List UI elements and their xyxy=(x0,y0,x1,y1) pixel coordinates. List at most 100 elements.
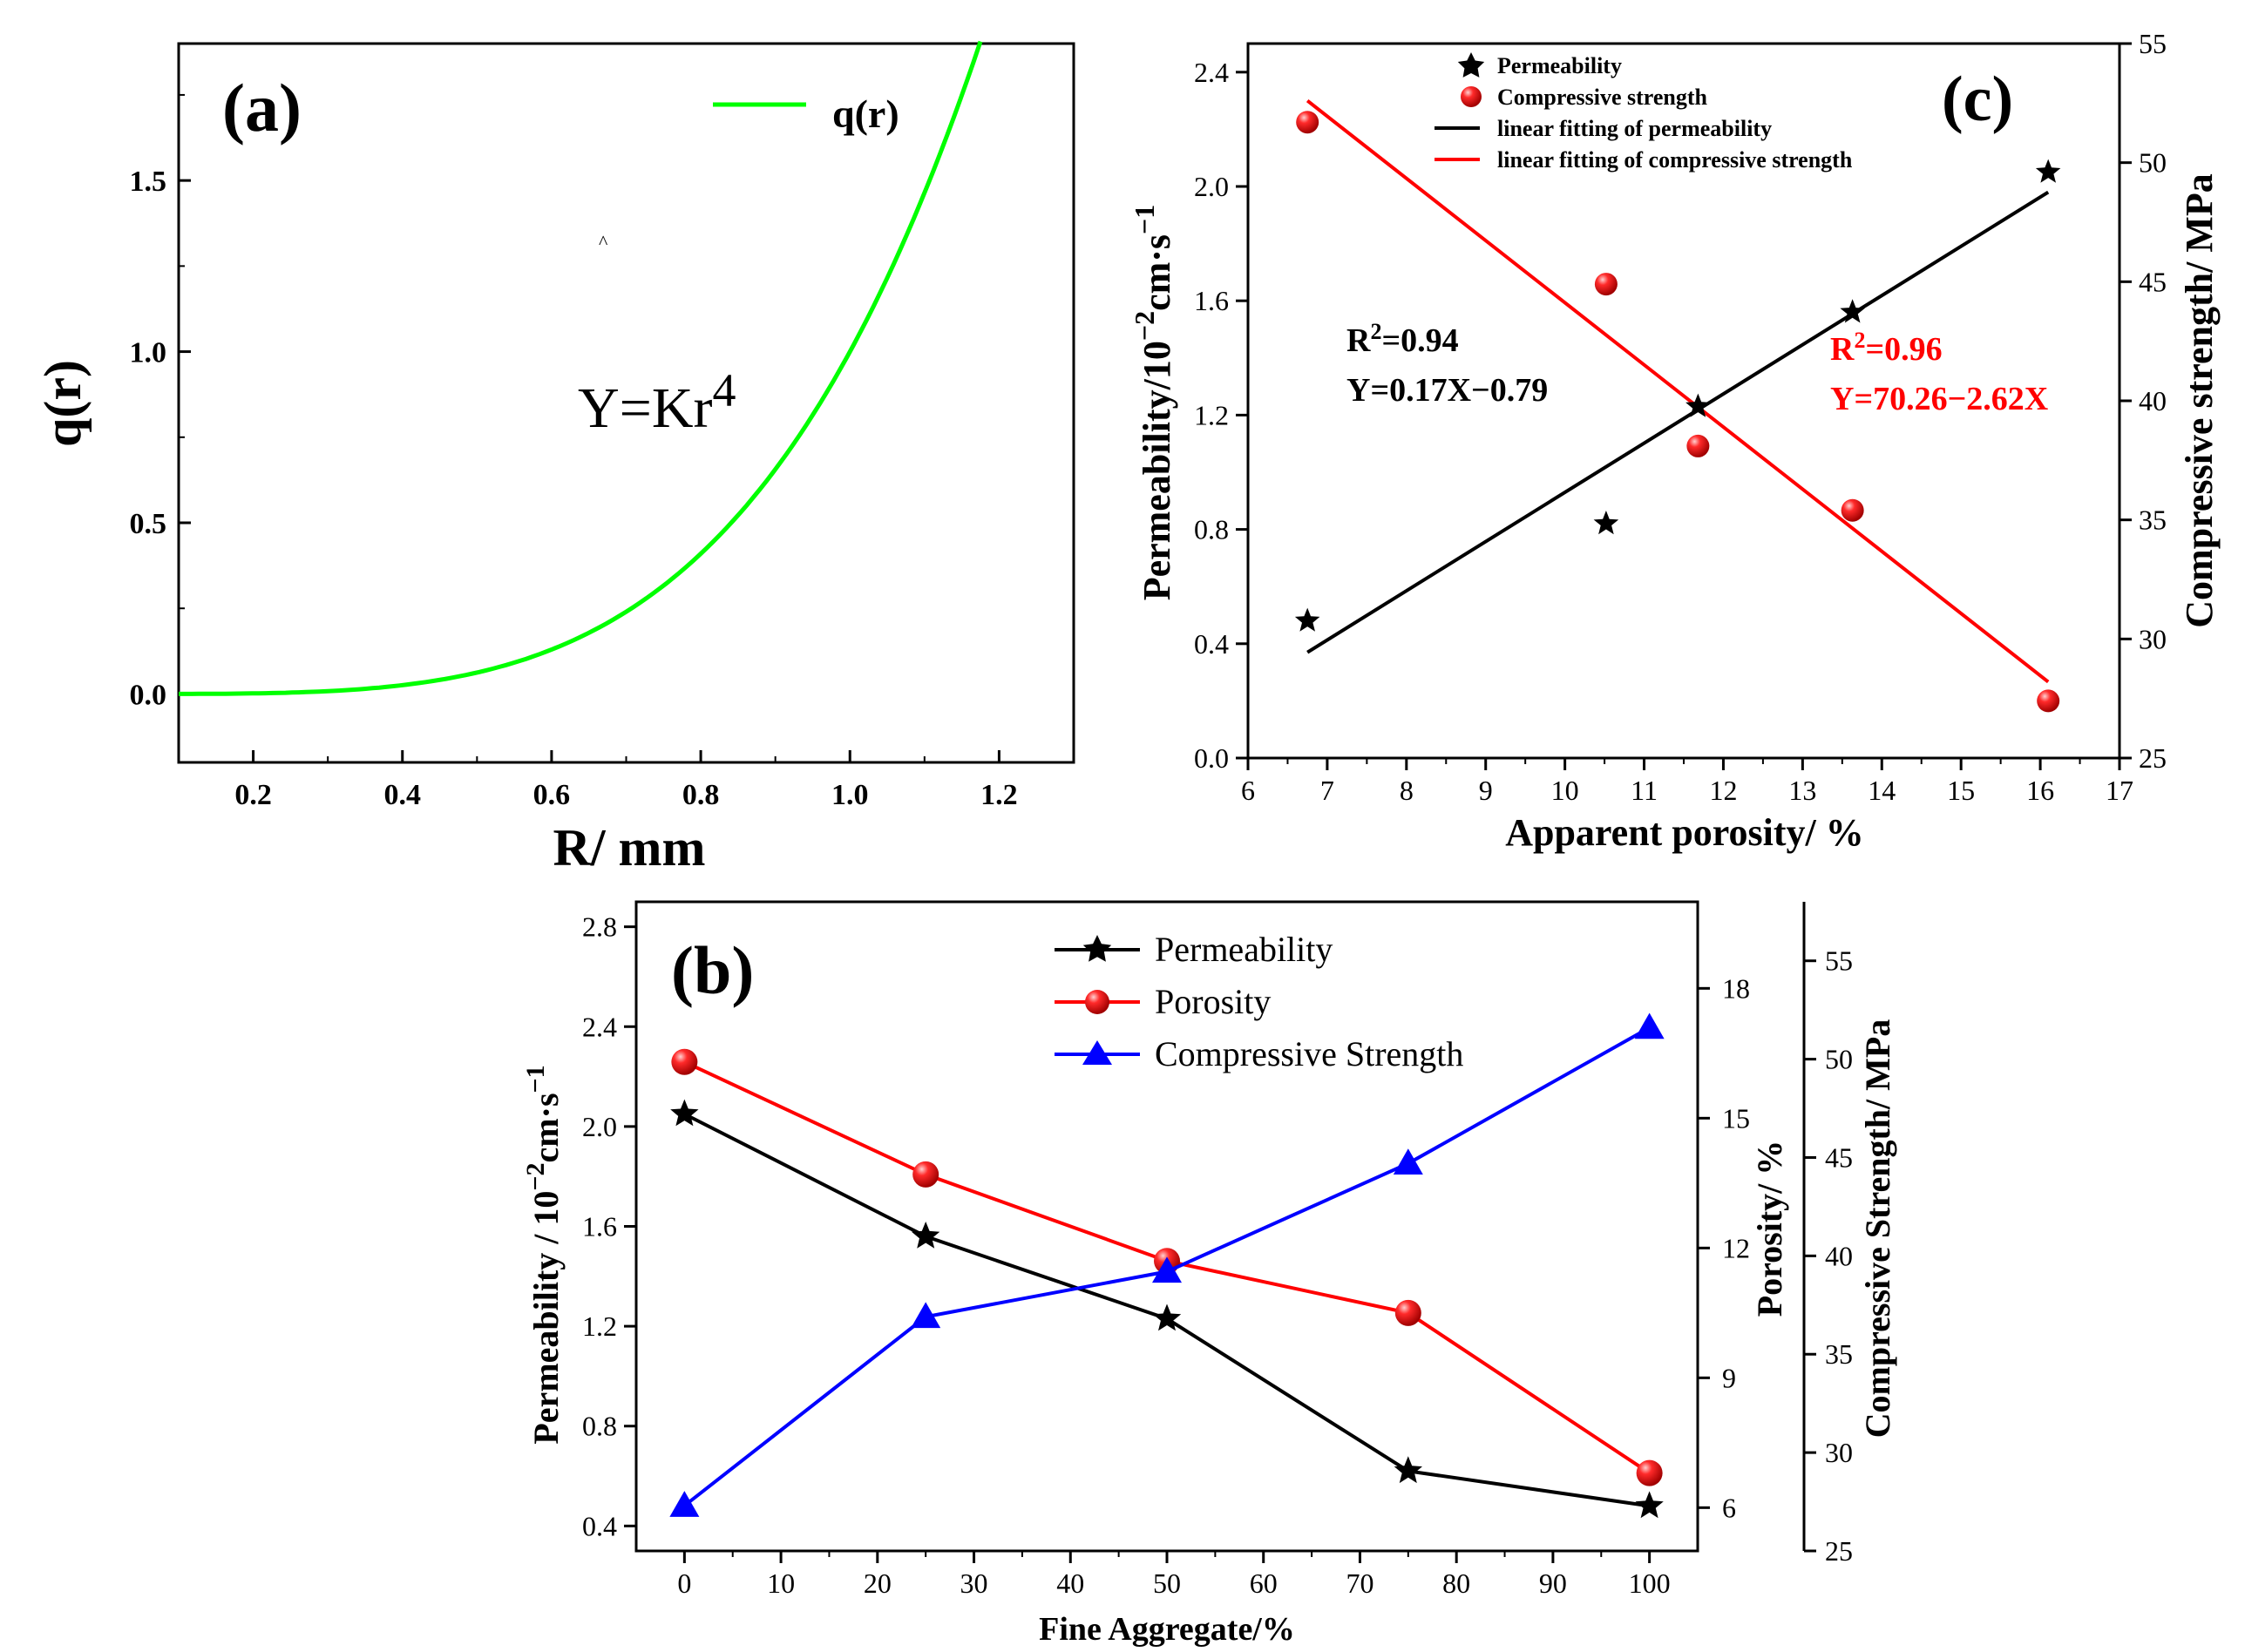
panel-a: 0.2 0.4 0.6 0.8 1.0 1.20.00.51.01.5 (a) q(r) … xyxy=(34,40,1075,877)
x-tick-label-b: 80 xyxy=(1442,1567,1470,1599)
y-left-tick-label-c: 0.8 xyxy=(1194,514,1229,545)
point-compressive-strength-c xyxy=(1841,498,1864,522)
point-permeability-c xyxy=(2035,159,2061,183)
annotation-a-sup: 4 xyxy=(713,364,736,416)
y-left-tick-label-c: 1.6 xyxy=(1194,285,1229,316)
x-tick-label-b: 60 xyxy=(1250,1567,1278,1599)
point-compressive-strength xyxy=(1152,1256,1182,1283)
x-tick-label-c: 12 xyxy=(1709,775,1737,806)
point-compressive-strength xyxy=(911,1302,941,1329)
axis-title-c-y-left-mid: cm·s xyxy=(1136,234,1178,311)
q-r-curve xyxy=(179,40,983,696)
r2-annotation-c-strength: R2=0.96 xyxy=(1830,328,1943,368)
x-tick-label-b: 90 xyxy=(1539,1567,1567,1599)
fit-line-permeability xyxy=(1306,190,2050,654)
y-right2-tick-label-b: 30 xyxy=(1825,1437,1853,1468)
point-porosity xyxy=(912,1161,939,1188)
axis-title-c-y-left: Permeability/10−2cm·s−1 xyxy=(1129,205,1178,601)
point-compressive-strength-c xyxy=(2037,689,2060,713)
y-left-tick-label-c: 0.4 xyxy=(1194,628,1229,660)
axis-title-b-y-right2: Compressive Strength/ MPa xyxy=(1858,1019,1897,1439)
legend-label-c-strength: Compressive strength xyxy=(1497,85,1708,110)
x-tick-label-c: 6 xyxy=(1241,775,1255,806)
y-tick-label-a: 0.0 xyxy=(130,679,167,711)
axis-title-a-y: q(r) xyxy=(34,360,92,447)
axis-title-c-y-left-main: Permeability/10 xyxy=(1136,341,1178,600)
y-right-tick-label-c: 45 xyxy=(2139,266,2167,297)
legend-marker-b-permeability xyxy=(1082,935,1112,962)
y-right2-tick-label-b: 45 xyxy=(1825,1141,1853,1173)
x-tick-label-c: 14 xyxy=(1868,775,1896,806)
y-left-tick-label-b: 2.8 xyxy=(582,911,617,943)
r2-annotation-c-permeability: R2=0.94 xyxy=(1346,319,1459,359)
x-tick-label-a: 1.2 xyxy=(980,779,1018,811)
caret-mark-a: ^ xyxy=(599,231,608,253)
legend-marker-b-porosity xyxy=(1085,990,1109,1014)
y-right1-tick-label-b: 9 xyxy=(1722,1362,1736,1393)
y-tick-label-a: 0.5 xyxy=(130,508,167,540)
x-tick-label-b: 20 xyxy=(864,1567,892,1599)
r2-c-perm-sup: 2 xyxy=(1370,319,1381,344)
axis-title-c-y-left-sup: −2 xyxy=(1129,311,1160,341)
y-tick-label-a: 1.5 xyxy=(130,166,167,198)
panel-b: 0 10 20 30 40 50 60 70 80 90 100 0.4 0.8 1.2 1.6 2.0 2.4… xyxy=(521,900,1897,1648)
x-tick-label-c: 10 xyxy=(1551,775,1579,806)
y-right2-tick-label-b: 40 xyxy=(1825,1240,1853,1271)
y-right2-tick-label-b: 25 xyxy=(1825,1535,1853,1567)
x-tick-label-c: 13 xyxy=(1788,775,1816,806)
y-left-tick-label-b: 1.6 xyxy=(582,1211,617,1242)
y-right1-tick-label-b: 6 xyxy=(1722,1492,1736,1523)
x-tick-label-b: 50 xyxy=(1153,1567,1181,1599)
legend-label-a-qr: q(r) xyxy=(832,91,899,136)
y-left-tick-label-c: 2.0 xyxy=(1194,171,1229,202)
point-permeability-c xyxy=(1685,393,1711,417)
y-right-tick-label-c: 35 xyxy=(2139,504,2167,536)
x-tick-label-a: 1.0 xyxy=(831,779,869,811)
x-tick-label-c: 16 xyxy=(2026,775,2054,806)
y-right1-tick-label-b: 15 xyxy=(1722,1102,1750,1134)
fit-line-compressive-strength xyxy=(1306,99,2050,684)
y-right1-tick-label-b: 12 xyxy=(1722,1232,1750,1263)
point-permeability xyxy=(1394,1456,1422,1484)
legend-b: Permeability Porosity Compressive Streng… xyxy=(1055,930,1463,1073)
x-tick-label-c: 15 xyxy=(1947,775,1975,806)
legend-marker-c-strength xyxy=(1461,86,1482,107)
axis-title-c-x: Apparent porosity/ % xyxy=(1505,811,1864,854)
axis-title-c-y-right: Compressive strength/ MPa xyxy=(2178,173,2221,627)
x-tick-label-c: 17 xyxy=(2106,775,2133,806)
point-porosity xyxy=(1636,1459,1663,1486)
x-tick-label-b: 40 xyxy=(1056,1567,1084,1599)
legend-label-b-permeability: Permeability xyxy=(1155,930,1333,969)
y-left-tick-label-c: 1.2 xyxy=(1194,399,1229,430)
legend-label-c-perm-fit: linear fitting of permeability xyxy=(1497,116,1772,141)
legend-marker-c-permeability xyxy=(1457,52,1485,78)
point-permeability xyxy=(912,1222,940,1249)
y-left-tick-label-c: 2.4 xyxy=(1194,57,1229,88)
annotation-a: Y=Kr4 xyxy=(578,364,736,440)
equation-c-permeability: Y=0.17X−0.79 xyxy=(1346,372,1548,409)
panel-a-marks: 0.2 0.4 0.6 0.8 1.0 1.2 0.0 0.5 1.0 1.5 xyxy=(130,40,1018,811)
point-compressive-strength-c xyxy=(1686,434,1710,457)
axis-title-c-y-left-sup2: −1 xyxy=(1129,205,1160,234)
x-tick-label-a: 0.2 xyxy=(234,779,272,811)
y-right-tick-label-c: 30 xyxy=(2139,623,2167,654)
legend-label-c-permeability: Permeability xyxy=(1497,53,1622,78)
x-tick-label-b: 70 xyxy=(1346,1567,1373,1599)
axis-title-b-y-left-sup: −2 xyxy=(521,1162,550,1190)
y-left-tick-label-b: 2.0 xyxy=(582,1111,617,1142)
point-permeability-c xyxy=(1294,607,1320,632)
axis-title-b-y-left-main: Permeability / 10 xyxy=(526,1191,566,1445)
x-tick-label-b: 0 xyxy=(677,1567,691,1599)
y-left-tick-label-b: 0.8 xyxy=(582,1411,617,1442)
y-tick-label-a: 1.0 xyxy=(130,337,167,369)
r2-c-perm-base: R xyxy=(1346,322,1371,359)
x-tick-label-b: 30 xyxy=(960,1567,988,1599)
equation-c-strength: Y=70.26−2.62X xyxy=(1830,381,2048,417)
panel-c: 6 7 8 9 10 11 12 13 14 15 16 17 0.0 0.4 0.8 1.2 1.6 2.0 2.… xyxy=(1129,28,2221,854)
point-compressive-strength-c xyxy=(1296,111,1319,134)
point-porosity xyxy=(671,1048,698,1075)
legend-c: Permeability Compressive strength linear… xyxy=(1434,52,1853,173)
axis-title-a-x: R/ mm xyxy=(553,819,706,877)
x-tick-label-c: 11 xyxy=(1631,775,1658,806)
